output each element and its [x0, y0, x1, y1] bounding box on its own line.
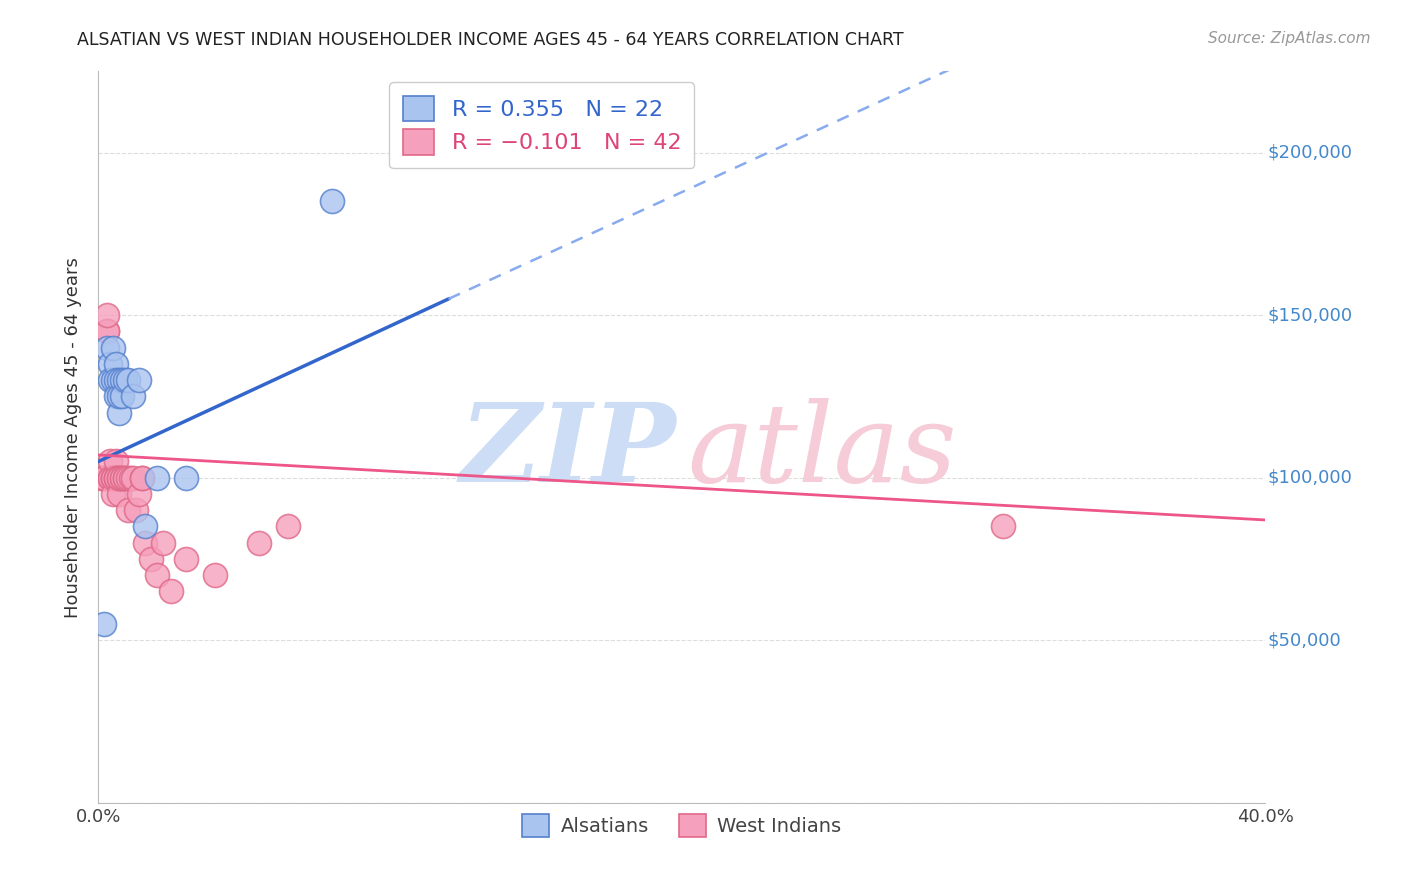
Point	[111, 373, 134, 387]
Point	[111, 471, 134, 485]
Point	[117, 373, 139, 387]
Point	[98, 471, 121, 485]
Point	[104, 373, 127, 387]
Point	[128, 487, 150, 501]
Point	[247, 535, 270, 549]
Point	[98, 357, 121, 371]
Point	[321, 194, 343, 209]
Point	[146, 471, 169, 485]
Point	[101, 471, 124, 485]
Point	[120, 471, 142, 485]
Point	[160, 584, 183, 599]
Point	[108, 487, 131, 501]
Point	[174, 471, 197, 485]
Point	[152, 535, 174, 549]
Text: $150,000: $150,000	[1268, 306, 1353, 324]
Point	[114, 471, 136, 485]
Text: ALSATIAN VS WEST INDIAN HOUSEHOLDER INCOME AGES 45 - 64 YEARS CORRELATION CHART: ALSATIAN VS WEST INDIAN HOUSEHOLDER INCO…	[77, 31, 904, 49]
Point	[277, 519, 299, 533]
Legend: Alsatians, West Indians: Alsatians, West Indians	[515, 806, 849, 845]
Point	[93, 471, 115, 485]
Point	[125, 503, 148, 517]
Point	[104, 357, 127, 371]
Point	[134, 535, 156, 549]
Point	[117, 503, 139, 517]
Point	[101, 471, 124, 485]
Point	[134, 519, 156, 533]
Point	[96, 308, 118, 322]
Point	[111, 389, 134, 403]
Point	[104, 454, 127, 468]
Point	[204, 568, 226, 582]
Point	[96, 325, 118, 339]
Point	[104, 471, 127, 485]
Point	[108, 406, 131, 420]
Point	[108, 471, 131, 485]
Point	[991, 519, 1014, 533]
Point	[96, 341, 118, 355]
Point	[114, 471, 136, 485]
Point	[104, 471, 127, 485]
Point	[111, 471, 134, 485]
Text: Source: ZipAtlas.com: Source: ZipAtlas.com	[1208, 31, 1371, 46]
Point	[101, 373, 124, 387]
Point	[114, 373, 136, 387]
Point	[98, 454, 121, 468]
Point	[139, 552, 162, 566]
Point	[174, 552, 197, 566]
Point	[101, 487, 124, 501]
Point	[122, 471, 145, 485]
Point	[104, 389, 127, 403]
Text: ZIP: ZIP	[460, 398, 676, 506]
Point	[101, 471, 124, 485]
Point	[93, 617, 115, 632]
Text: $50,000: $50,000	[1268, 632, 1341, 649]
Point	[104, 471, 127, 485]
Point	[98, 471, 121, 485]
Point	[131, 471, 153, 485]
Point	[96, 325, 118, 339]
Point	[93, 471, 115, 485]
Text: $200,000: $200,000	[1268, 144, 1353, 161]
Text: atlas: atlas	[688, 398, 957, 506]
Text: $100,000: $100,000	[1268, 468, 1353, 487]
Point	[128, 373, 150, 387]
Point	[90, 471, 112, 485]
Point	[131, 471, 153, 485]
Point	[108, 389, 131, 403]
Y-axis label: Householder Income Ages 45 - 64 years: Householder Income Ages 45 - 64 years	[65, 257, 83, 617]
Point	[101, 341, 124, 355]
Point	[117, 471, 139, 485]
Point	[146, 568, 169, 582]
Point	[122, 389, 145, 403]
Point	[98, 373, 121, 387]
Point	[108, 471, 131, 485]
Point	[108, 373, 131, 387]
